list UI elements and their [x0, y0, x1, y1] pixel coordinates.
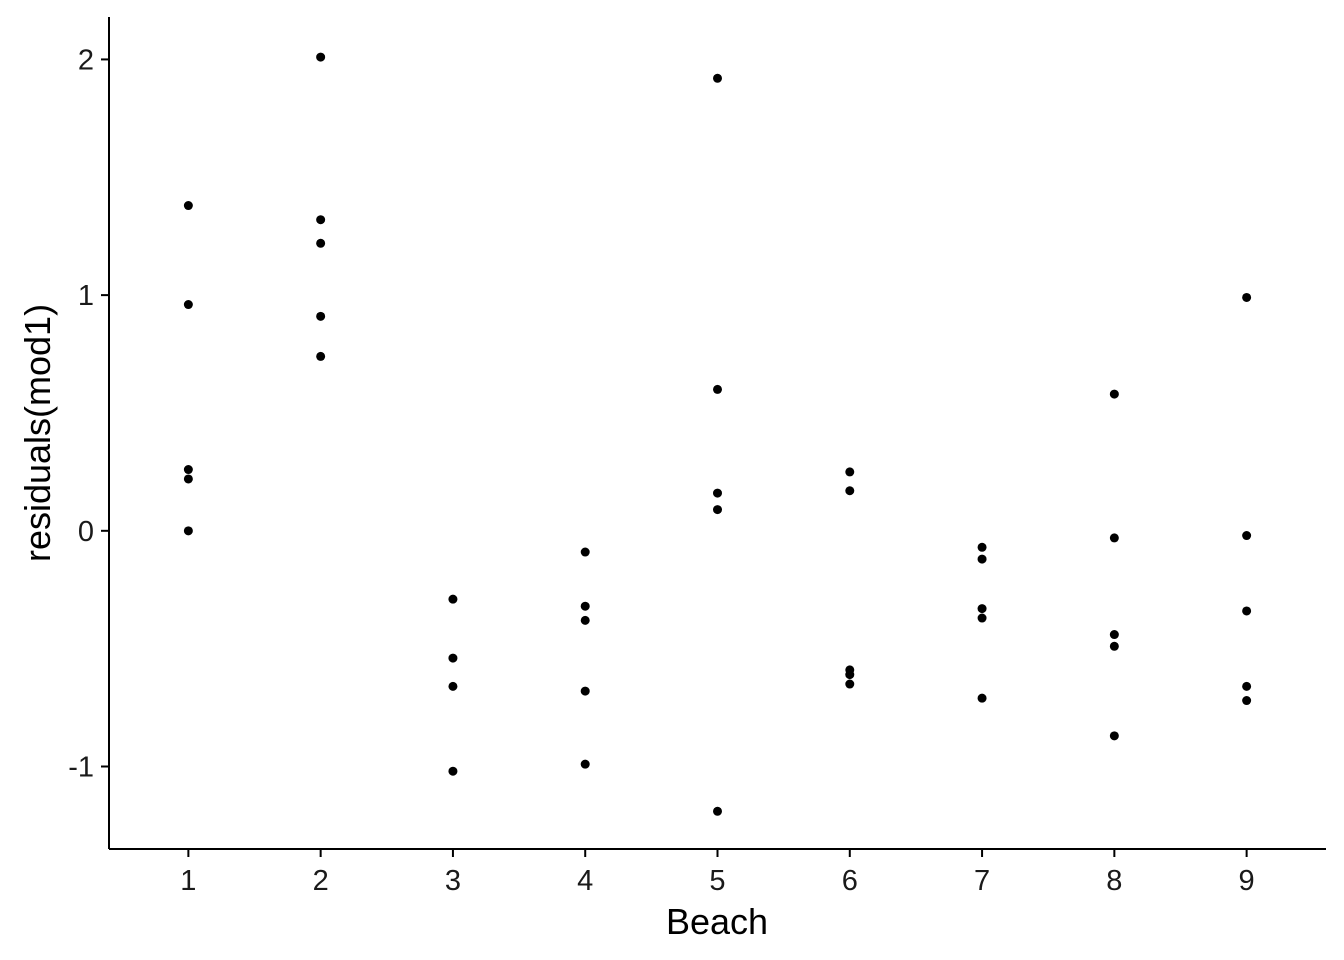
- data-point: [845, 486, 855, 496]
- data-point: [713, 505, 722, 515]
- data-point: [977, 613, 987, 623]
- data-point: [183, 474, 193, 484]
- data-point: [977, 693, 987, 703]
- x-tick-label: 2: [313, 865, 329, 897]
- data-point: [316, 311, 326, 321]
- x-tick-label: 9: [1239, 865, 1255, 897]
- data-point: [1242, 292, 1252, 302]
- x-tick-label: 5: [709, 865, 725, 897]
- x-axis-title: Beach: [666, 901, 768, 942]
- data-point: [448, 681, 458, 691]
- data-point: [845, 670, 855, 680]
- y-tick-label: -1: [68, 752, 94, 784]
- data-point: [448, 766, 458, 776]
- x-tick-label: 8: [1106, 865, 1122, 897]
- y-axis-ticks: -1 0 1 2: [68, 44, 109, 784]
- y-axis-title: residuals(mod1): [17, 304, 58, 562]
- data-point: [316, 351, 326, 361]
- data-point: [183, 300, 193, 310]
- data-point: [1109, 641, 1119, 651]
- data-point: [183, 201, 193, 211]
- data-point: [448, 594, 458, 604]
- data-point: [713, 73, 722, 83]
- x-tick-label: 1: [180, 865, 196, 897]
- data-point: [316, 238, 326, 248]
- data-point: [713, 488, 722, 498]
- data-point: [316, 52, 326, 62]
- data-point: [1109, 630, 1119, 640]
- data-point: [580, 759, 590, 769]
- data-point: [977, 554, 987, 564]
- data-point: [448, 653, 458, 663]
- x-tick-label: 6: [842, 865, 858, 897]
- x-axis-ticks: 1 2 3 4 5 6 7 8 9: [180, 849, 1255, 897]
- points-layer: [183, 52, 1252, 816]
- y-tick-label: 2: [78, 44, 94, 76]
- data-point: [580, 601, 590, 611]
- data-point: [1242, 696, 1252, 706]
- data-point: [1242, 606, 1252, 616]
- data-point: [183, 465, 193, 475]
- data-point: [713, 806, 722, 816]
- data-point: [845, 679, 855, 689]
- y-tick-label: 1: [78, 280, 94, 312]
- data-point: [1242, 681, 1252, 691]
- data-point: [580, 686, 590, 696]
- data-point: [316, 215, 326, 225]
- data-point: [1242, 531, 1252, 541]
- x-tick-label: 4: [577, 865, 593, 897]
- data-point: [845, 467, 855, 477]
- data-point: [977, 604, 987, 614]
- x-tick-label: 7: [974, 865, 990, 897]
- data-point: [713, 384, 722, 394]
- data-point: [977, 542, 987, 552]
- data-point: [1109, 533, 1119, 543]
- data-point: [1109, 389, 1119, 399]
- data-point: [183, 526, 193, 536]
- data-point: [1109, 731, 1119, 741]
- data-point: [580, 615, 590, 625]
- x-tick-label: 3: [445, 865, 461, 897]
- y-tick-label: 0: [78, 516, 94, 548]
- data-point: [580, 547, 590, 557]
